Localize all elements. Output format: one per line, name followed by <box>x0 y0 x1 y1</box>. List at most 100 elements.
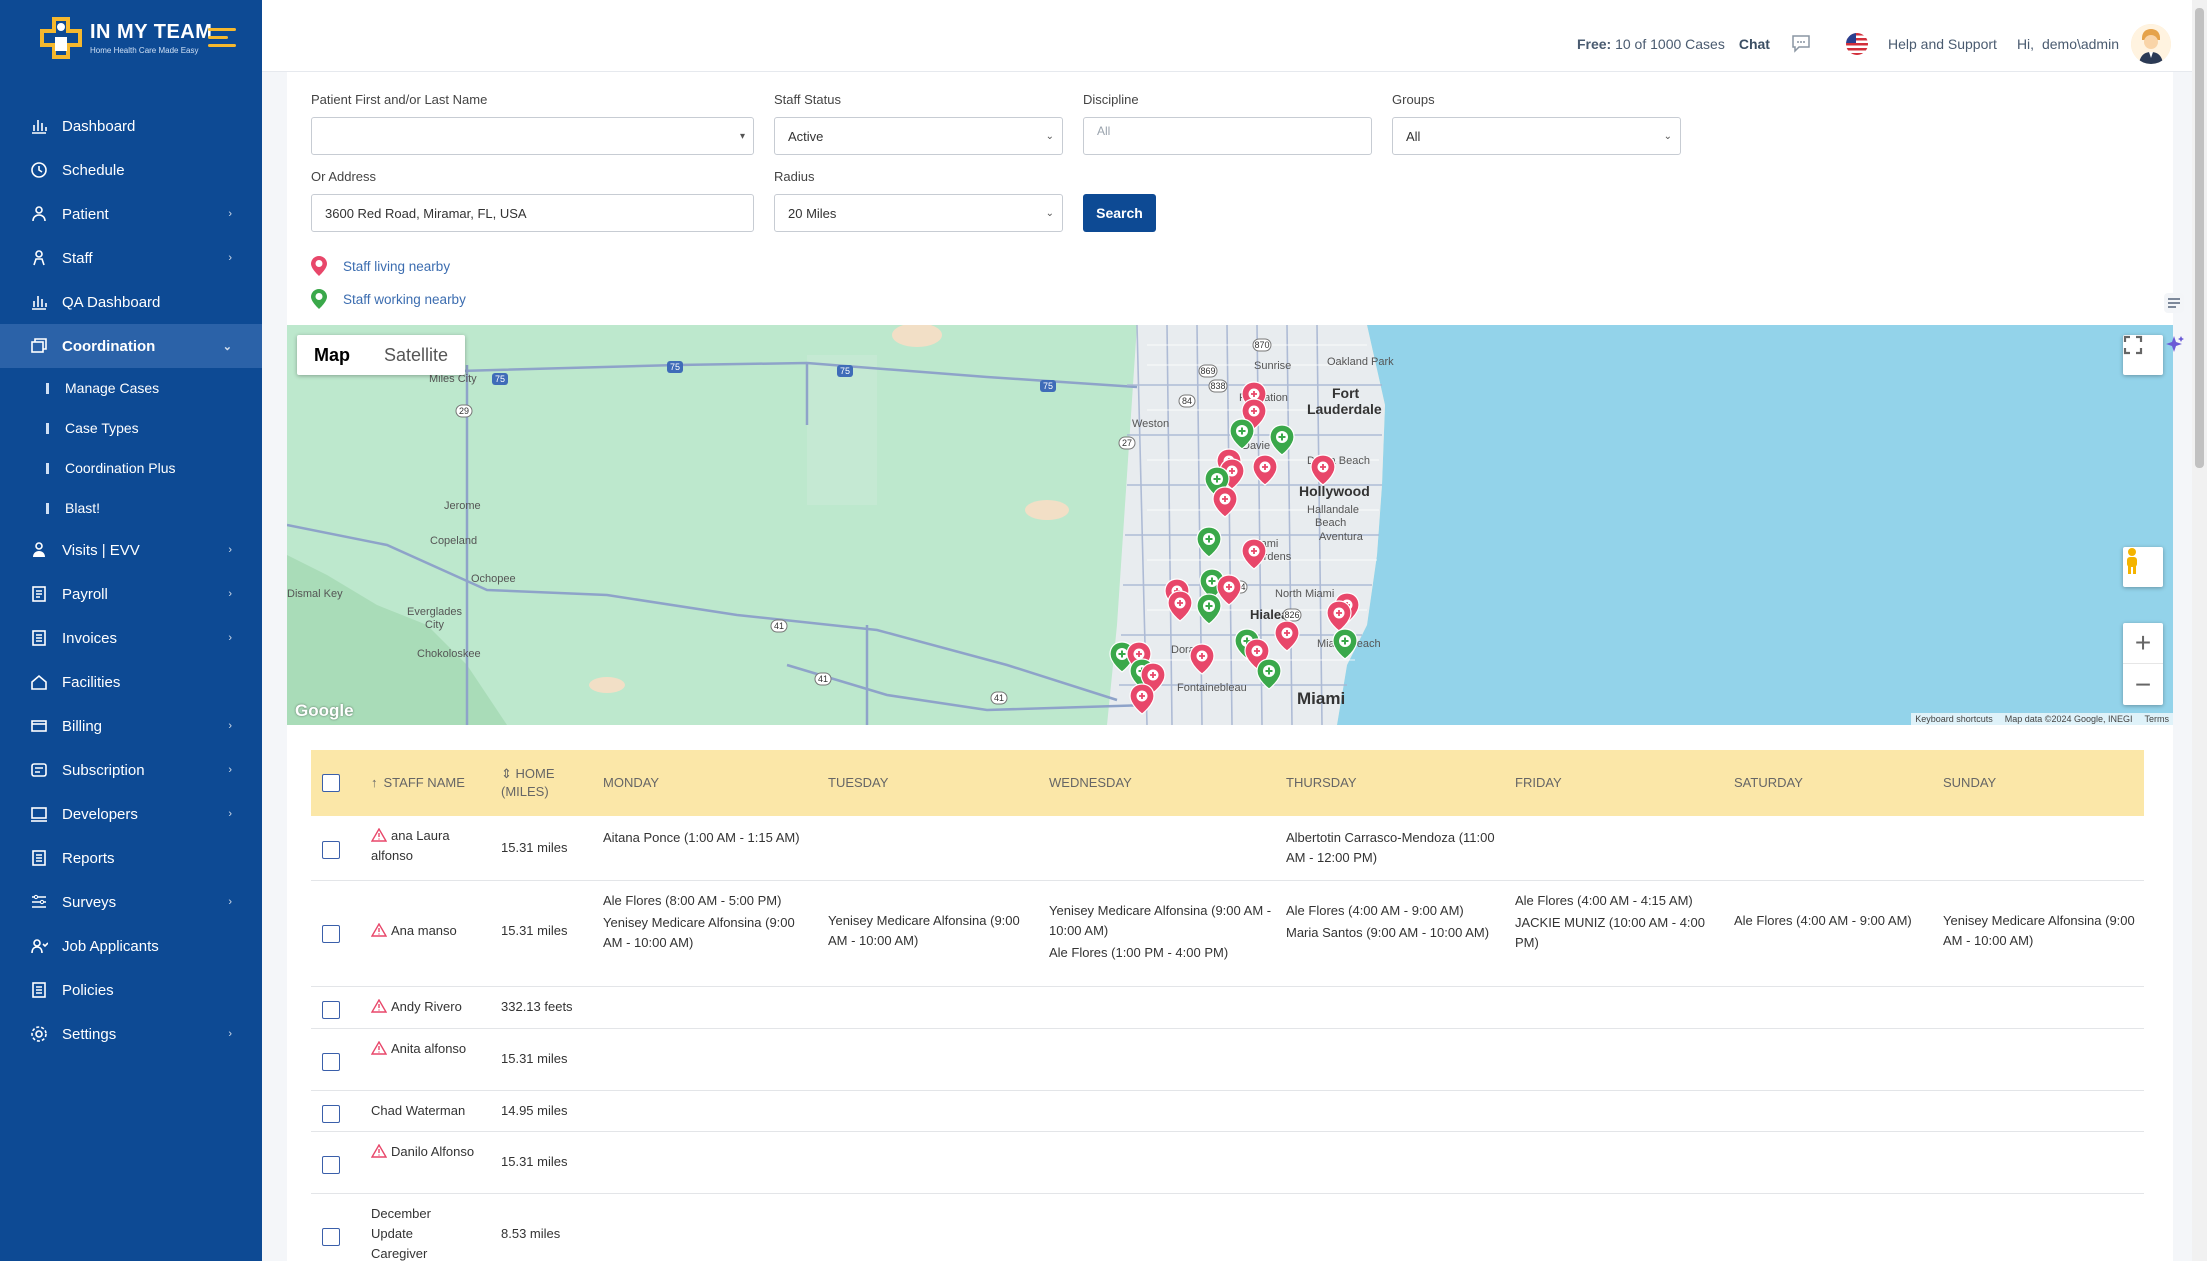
table-row[interactable]: Chad Waterman 14.95 miles <box>311 1091 2144 1132</box>
schedule-entry: Ale Flores (4:00 AM - 4:15 AM) <box>1515 893 1693 908</box>
discipline-multiselect[interactable]: All <box>1083 117 1372 155</box>
scrollbar-thumb[interactable] <box>2195 8 2204 468</box>
zoom-out-icon[interactable]: − <box>2134 668 2152 700</box>
map-label: Aventura <box>1319 531 1364 543</box>
table-row[interactable]: ana Laura alfonso 15.31 miles Aitana Pon… <box>311 816 2144 881</box>
svg-text:75: 75 <box>495 374 505 384</box>
sidebar-item-subscription[interactable]: Subscription › <box>0 748 262 792</box>
schedule-thursday[interactable]: Albertotin Carrasco-Mendoza (11:00 AM - … <box>1286 830 1495 865</box>
map-tab-satellite[interactable]: Satellite <box>384 344 449 365</box>
schedule-thursday[interactable]: Ale Flores (4:00 AM - 9:00 AM) Maria San… <box>1286 901 1501 943</box>
surveys-icon <box>30 893 48 911</box>
schedule-tuesday[interactable]: Yenisey Medicare Alfonsina (9:00 AM - 10… <box>828 913 1020 948</box>
table-row[interactable]: Danilo Alfonso 15.31 miles <box>311 1132 2144 1194</box>
sidebar-item-policies[interactable]: Policies <box>0 968 262 1012</box>
brand-logo[interactable]: IN MY TEAM Home Health Care Made Easy <box>0 0 262 76</box>
chevron-down-icon: ⌄ <box>222 340 232 353</box>
menu-toggle-icon[interactable] <box>208 28 236 52</box>
sidebar-item-surveys[interactable]: Surveys › <box>0 880 262 924</box>
row-checkbox[interactable] <box>322 1156 340 1174</box>
sidebar-item-staff[interactable]: Staff › <box>0 236 262 280</box>
staff-name-cell[interactable]: Ana manso <box>371 921 491 941</box>
sidebar-item-reports[interactable]: Reports <box>0 836 262 880</box>
search-button[interactable]: Search <box>1083 194 1156 232</box>
column-home[interactable]: ⇕ HOME (MILES) <box>501 750 555 816</box>
staff-name-cell[interactable]: Anita alfonso <box>371 1039 481 1059</box>
schedule-saturday[interactable]: Ale Flores (4:00 AM - 9:00 AM) <box>1734 913 1912 928</box>
sidebar-subitem-coordination-plus[interactable]: Coordination Plus <box>0 448 262 488</box>
svg-text:41: 41 <box>774 621 784 631</box>
avatar[interactable] <box>2131 24 2171 64</box>
sidebar-item-label: Visits | EVV <box>62 541 140 559</box>
chat-bubble-icon[interactable] <box>1790 33 1812 56</box>
sidebar-item-job-applicants[interactable]: Job Applicants <box>0 924 262 968</box>
schedule-monday[interactable]: Aitana Ponce (1:00 AM - 1:15 AM) <box>603 830 800 845</box>
sidebar-item-developers[interactable]: Developers › <box>0 792 262 836</box>
schedule-wednesday[interactable]: Yenisey Medicare Alfonsina (9:00 AM - 10… <box>1049 901 1274 963</box>
staff-name-cell[interactable]: Andy Rivero <box>371 997 501 1017</box>
terms-link[interactable]: Terms <box>2144 714 2170 724</box>
sidebar-subitem-manage-cases[interactable]: Manage Cases <box>0 368 262 408</box>
fullscreen-icon[interactable] <box>2123 335 2163 375</box>
us-flag-icon[interactable] <box>1845 33 1868 55</box>
svg-text:75: 75 <box>670 362 680 372</box>
sidebar-item-label: Billing <box>62 717 103 735</box>
staff-name-cell[interactable]: December Update Caregiver <box>371 1206 431 1261</box>
sidebar-item-schedule[interactable]: Schedule <box>0 148 262 192</box>
keyboard-shortcuts-link[interactable]: Keyboard shortcuts <box>1915 714 1993 724</box>
sidebar-item-patient[interactable]: Patient › <box>0 192 262 236</box>
address-input[interactable]: 3600 Red Road, Miramar, FL, USA <box>311 194 754 232</box>
schedule-friday[interactable]: Ale Flores (4:00 AM - 4:15 AM) JACKIE MU… <box>1515 891 1710 953</box>
chat-link[interactable]: Chat <box>1738 36 1770 52</box>
row-checkbox[interactable] <box>322 1001 340 1019</box>
column-staff-name[interactable]: ↑ STAFF NAME <box>371 750 465 816</box>
map-tab-map[interactable]: Map <box>314 344 350 365</box>
schedule-sunday[interactable]: Yenisey Medicare Alfonsina (9:00 AM - 10… <box>1943 913 2135 948</box>
sidebar-subitem-case-types[interactable]: Case Types <box>0 408 262 448</box>
sidebar-item-facilities[interactable]: Facilities <box>0 660 262 704</box>
schedule-monday[interactable]: Ale Flores (8:00 AM - 5:00 PM) Yenisey M… <box>603 891 813 953</box>
map-label: Miles City <box>429 373 477 385</box>
row-checkbox[interactable] <box>322 1053 340 1071</box>
page-scrollbar[interactable] <box>2192 0 2207 1261</box>
discipline-placeholder: All <box>1097 124 1111 138</box>
table-row[interactable]: December Update Caregiver 8.53 miles <box>311 1194 2144 1261</box>
staff-map[interactable]: Sunrise Oakland Park Fort Lauderdale Pla… <box>287 325 2173 725</box>
sidebar-item-label: Surveys <box>62 893 117 911</box>
street-view-pegman-icon[interactable] <box>2123 547 2163 587</box>
select-all-checkbox[interactable] <box>322 774 340 792</box>
sidebar-item-dashboard[interactable]: Dashboard <box>0 104 262 148</box>
table-row[interactable]: Andy Rivero 332.13 feets <box>311 987 2144 1029</box>
row-checkbox[interactable] <box>322 1228 340 1246</box>
sidebar-item-coordination[interactable]: Coordination ⌄ <box>0 324 262 368</box>
staff-name-cell[interactable]: Danilo Alfonso <box>371 1142 481 1162</box>
groups-select[interactable]: All ⌄ <box>1392 117 1681 155</box>
row-checkbox[interactable] <box>322 925 340 943</box>
table-row[interactable]: Anita alfonso 15.31 miles <box>311 1029 2144 1091</box>
staff-status-select[interactable]: Active ⌄ <box>774 117 1063 155</box>
sidebar-item-qa-dashboard[interactable]: QA Dashboard <box>0 280 262 324</box>
home-distance: 14.95 miles <box>501 1103 568 1118</box>
staff-name-cell[interactable]: Chad Waterman <box>371 1103 466 1118</box>
billing-icon <box>30 717 48 735</box>
highway-shield-icon: 29 <box>455 404 473 418</box>
sidebar-item-invoices[interactable]: Invoices › <box>0 616 262 660</box>
sidebar-item-payroll[interactable]: Payroll › <box>0 572 262 616</box>
sidebar-item-visits-evv[interactable]: Visits | EVV › <box>0 528 262 572</box>
row-checkbox[interactable] <box>322 841 340 859</box>
developers-icon <box>30 805 48 823</box>
help-support-link[interactable]: Help and Support <box>1887 36 1997 52</box>
sidebar-item-settings[interactable]: Settings › <box>0 1012 262 1056</box>
map-canvas[interactable]: Sunrise Oakland Park Fort Lauderdale Pla… <box>287 325 2173 725</box>
patient-name-select[interactable]: ▾ <box>311 117 754 155</box>
table-row[interactable]: Ana manso 15.31 miles Ale Flores (8:00 A… <box>311 881 2144 987</box>
ai-sparkle-icon[interactable] <box>2163 334 2185 361</box>
zoom-in-icon[interactable]: + <box>2123 623 2163 664</box>
sidebar-subitem-blast[interactable]: Blast! <box>0 488 262 528</box>
filter-list-icon[interactable] <box>2163 292 2185 319</box>
svg-text:41: 41 <box>994 693 1004 703</box>
staff-name-cell[interactable]: ana Laura alfonso <box>371 826 491 866</box>
radius-select[interactable]: 20 Miles ⌄ <box>774 194 1063 232</box>
row-checkbox[interactable] <box>322 1105 340 1123</box>
sidebar-item-billing[interactable]: Billing › <box>0 704 262 748</box>
